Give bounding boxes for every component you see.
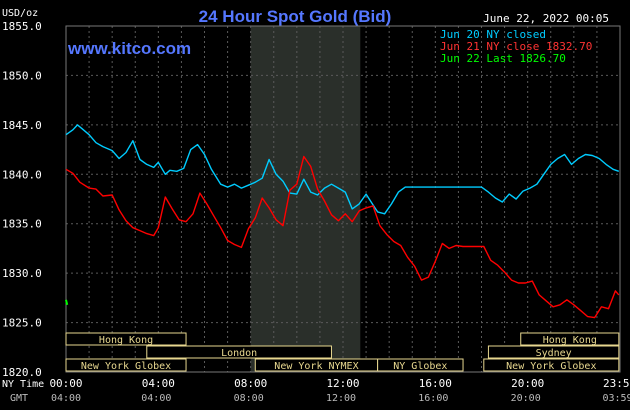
session-box <box>483 358 620 372</box>
x-tick-label-ny: 20:00 <box>511 377 544 390</box>
gmt-label: GMT <box>10 393 28 404</box>
x-tick-label-ny: 16:00 <box>419 377 452 390</box>
series-line-2 <box>65 155 620 319</box>
series-line-3 <box>65 299 69 306</box>
y-tick-label: 1840.0 <box>2 168 42 181</box>
legend-entry-jun21: Jun 21 NY close 1832.70 <box>440 40 592 53</box>
plot-frame <box>65 25 621 373</box>
x-tick-label-gmt: 03:59 <box>602 393 630 404</box>
y-tick-label: 1820.0 <box>2 366 42 379</box>
y-tick-label: 1835.0 <box>2 218 42 231</box>
session-label: NY Globex <box>393 361 447 372</box>
session-box <box>520 332 620 346</box>
y-tick-label: 1830.0 <box>2 267 42 280</box>
y-tick-label: 1850.0 <box>2 69 42 82</box>
chart-timestamp: June 22, 2022 00:05 <box>483 12 609 25</box>
y-tick-label: 1855.0 <box>2 20 42 33</box>
session-box <box>146 345 332 359</box>
session-label: Hong Kong <box>99 335 153 346</box>
y-axis-label: USD/oz <box>2 8 38 19</box>
session-label: New York NYMEX <box>274 361 358 372</box>
x-tick-label-ny: 08:00 <box>234 377 267 390</box>
x-tick-label-gmt: 16:00 <box>418 393 448 404</box>
x-tick-label-gmt: 20:00 <box>511 393 541 404</box>
y-tick-label: 1845.0 <box>2 119 42 132</box>
x-tick-label-ny: 12:00 <box>326 377 359 390</box>
x-tick-label-gmt: 04:00 <box>141 393 171 404</box>
legend-entry-jun22: Jun 22 Last 1826.70 <box>440 52 566 65</box>
session-label: Hong Kong <box>543 335 597 346</box>
x-tick-label-gmt: 12:00 <box>326 393 356 404</box>
session-box <box>487 345 620 359</box>
session-box <box>65 332 187 346</box>
session-label: New York Globex <box>81 361 171 372</box>
x-tick-label-gmt: 08:00 <box>234 393 264 404</box>
x-tick-label-ny: 04:00 <box>142 377 175 390</box>
session-box <box>65 358 187 372</box>
highlight-band <box>250 26 361 372</box>
chart-title: 24 Hour Spot Gold (Bid) <box>199 7 392 26</box>
session-label: London <box>221 348 257 359</box>
x-tick-label-ny: 23:59 <box>603 377 630 390</box>
session-label: Sydney <box>536 348 572 359</box>
session-label: New York Globex <box>506 361 596 372</box>
legend-entry-jun20: Jun 20 NY closed <box>440 28 546 41</box>
session-box <box>377 358 464 372</box>
x-tick-label-gmt: 04:00 <box>51 393 81 404</box>
series-line-1 <box>65 124 620 215</box>
y-tick-label: 1825.0 <box>2 317 42 330</box>
ny-time-label: NY Time <box>2 379 44 390</box>
website-label: www.kitco.com <box>67 39 191 58</box>
legend: Jun 20 NY closed Jun 21 NY close 1832.70… <box>440 28 592 65</box>
x-tick-label-ny: 00:00 <box>49 377 82 390</box>
